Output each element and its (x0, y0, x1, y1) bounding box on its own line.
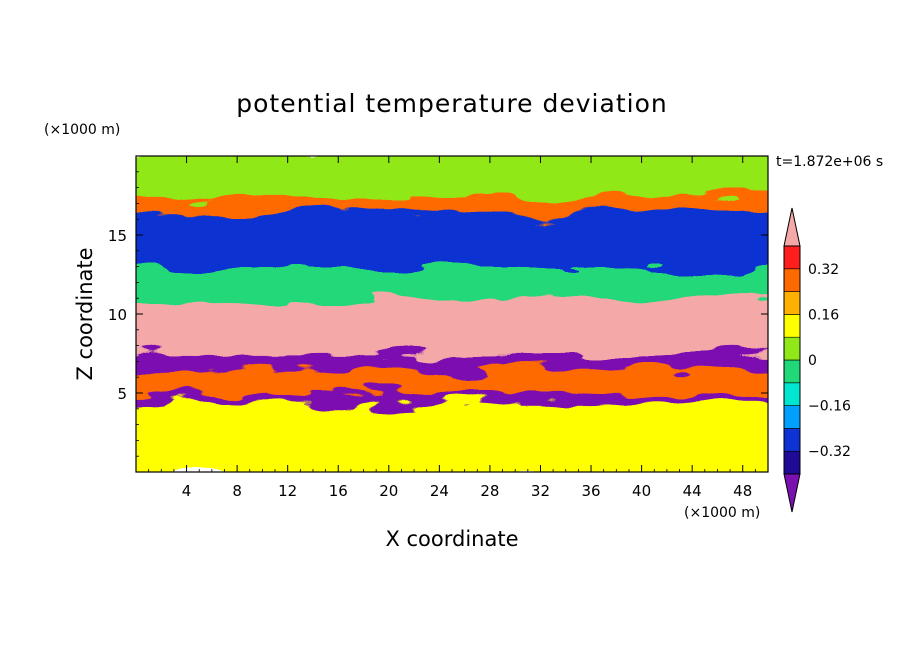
time-label: t=1.872e+06 s (776, 154, 883, 170)
x-tick-label: 12 (278, 482, 297, 500)
y-tick-label: 10 (108, 306, 127, 324)
y-tick-label: 15 (108, 227, 127, 245)
y-axis-label: Z coordinate (73, 247, 97, 380)
colorbar-extend-bottom (783, 473, 801, 513)
x-tick-label: 48 (733, 482, 752, 500)
colorbar-extend-top (783, 207, 801, 247)
colorbar-label: 0.16 (808, 307, 839, 323)
colorbar-swatch (783, 245, 801, 270)
x-tick-label: 24 (430, 482, 449, 500)
colorbar-swatch (783, 291, 801, 315)
colorbar-swatch (783, 382, 801, 406)
x-tick-label: 36 (581, 482, 600, 500)
chart-title: potential temperature deviation (236, 89, 667, 118)
colorbar-swatch (783, 405, 801, 429)
colorbar-swatch (783, 336, 801, 361)
colorbar-frame (783, 245, 801, 475)
colorbar-swatch (783, 314, 801, 338)
colorbar-label: 0.32 (808, 262, 839, 278)
y-ticks: 5 10 15 (108, 171, 768, 457)
x-tick-label: 44 (683, 482, 702, 500)
x-tick-label: 4 (182, 482, 192, 500)
x-tick-label: 16 (329, 482, 348, 500)
colorbar-label: −0.16 (808, 399, 851, 415)
colorbar-swatch (783, 268, 801, 292)
y-tick-label: 5 (117, 385, 127, 403)
colorbar: −0.32 −0.16 0 0.16 0.32 (783, 207, 851, 513)
colorbar-label: −0.32 (808, 444, 851, 460)
x-tick-label: 20 (379, 482, 398, 500)
colorbar-label: 0 (808, 353, 817, 369)
x-tick-label: 40 (632, 482, 651, 500)
x-ticks: 4 8 12 16 20 24 28 32 36 40 44 48 (148, 156, 756, 500)
colorbar-swatch (783, 450, 801, 475)
field-layer (136, 156, 768, 472)
colorbar-swatch (783, 428, 801, 452)
colorbar-swatch (783, 359, 801, 384)
x-tick-label: 28 (480, 482, 499, 500)
x-axis-label: X coordinate (385, 527, 518, 551)
y-unit-label: (×1000 m) (44, 122, 120, 138)
x-unit-label: (×1000 m) (684, 505, 760, 521)
x-tick-label: 32 (531, 482, 550, 500)
x-tick-label: 8 (232, 482, 242, 500)
field-band (136, 402, 768, 472)
